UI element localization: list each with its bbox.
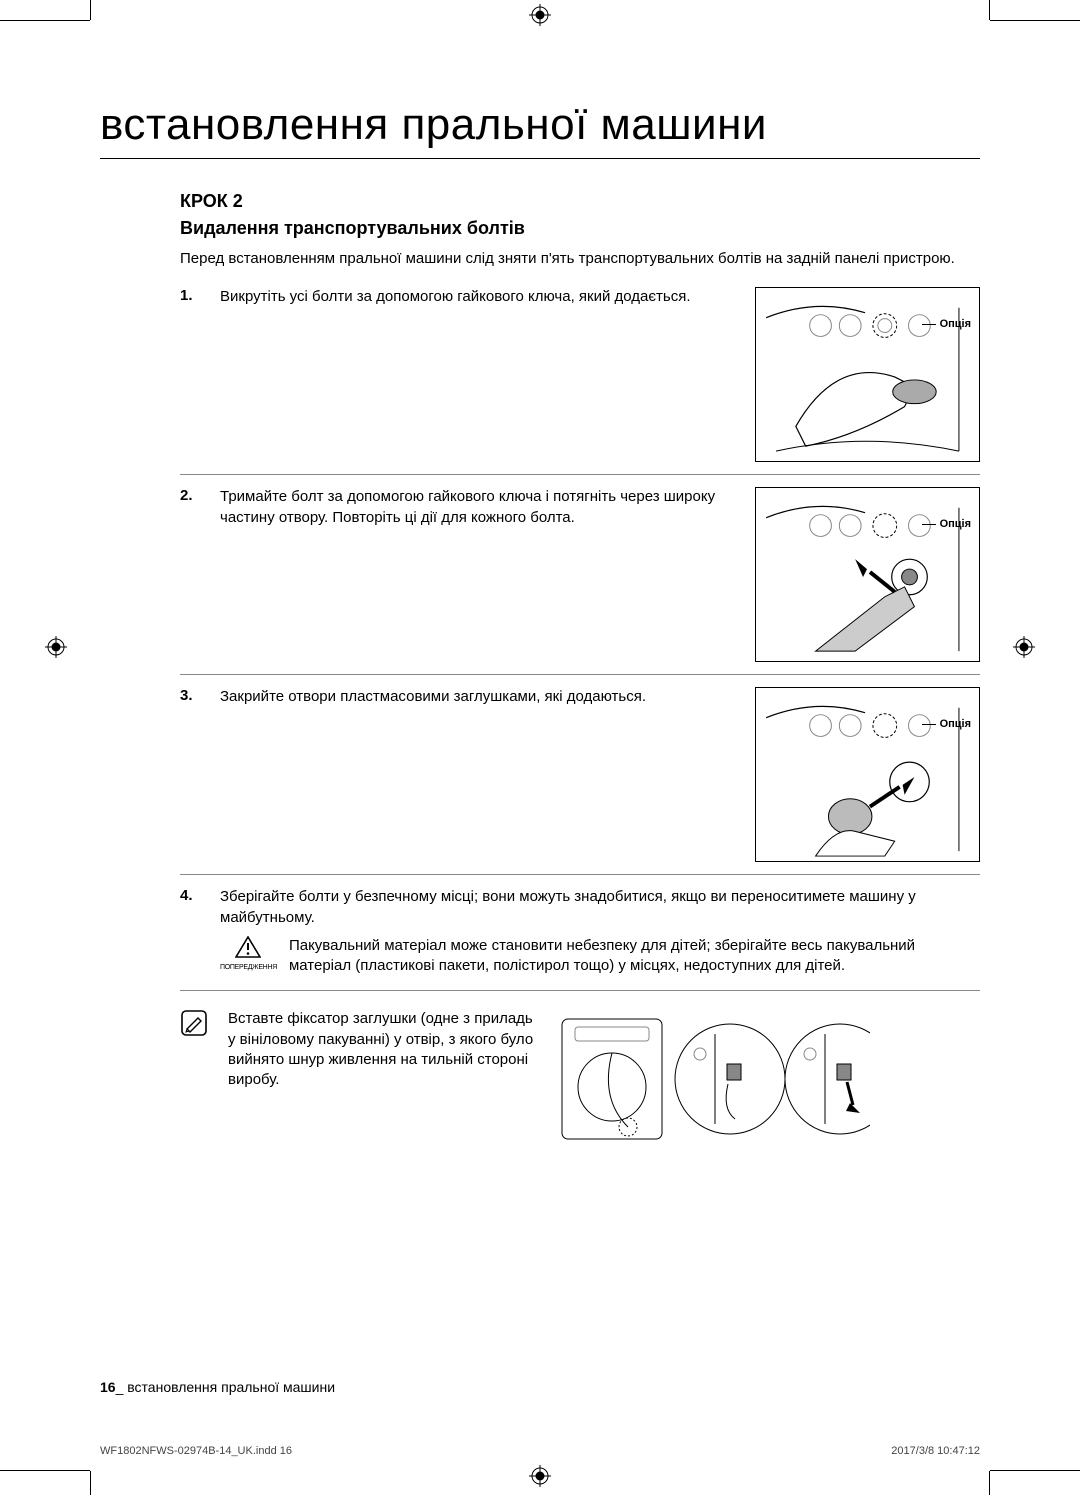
note-figure xyxy=(550,1009,870,1149)
warning-label: ПОПЕРЕДЖЕННЯ xyxy=(220,964,277,971)
crop-mark xyxy=(989,0,990,20)
step-row: 3. Закрийте отвори пластмасовими заглушк… xyxy=(180,687,980,875)
figure-label: Опція xyxy=(940,318,971,330)
intro-text: Перед встановленням пральної машини слід… xyxy=(180,249,980,269)
note-text: Вставте фіксатор заглушки (одне з прилад… xyxy=(228,1009,538,1149)
figure-label: Опція xyxy=(940,518,971,530)
registration-mark-icon xyxy=(529,1465,551,1487)
crop-mark xyxy=(90,0,91,20)
page-footer: 16_ встановлення пральної машини WF1802N… xyxy=(100,1379,980,1395)
step-text: Викрутіть усі болти за допомогою гайково… xyxy=(220,287,737,462)
page-title: встановлення пральної машини xyxy=(100,100,980,159)
crop-mark xyxy=(0,1470,90,1471)
step-figure: Опція xyxy=(755,687,980,862)
step-text: Закрийте отвори пластмасовими заглушками… xyxy=(220,687,737,862)
step-number: 2. xyxy=(180,487,202,662)
registration-mark-icon xyxy=(529,4,551,26)
step-text: Зберігайте болти у безпечному місці; вон… xyxy=(220,887,980,928)
step-number: 1. xyxy=(180,287,202,462)
note-icon xyxy=(180,1009,216,1149)
warning-text: Пакувальний матеріал може становити небе… xyxy=(289,936,980,977)
note-row: Вставте фіксатор заглушки (одне з прилад… xyxy=(180,1009,980,1149)
footer-separator: _ xyxy=(116,1379,128,1395)
step-figure: Опція xyxy=(755,487,980,662)
footer-timestamp: 2017/3/8 10:47:12 xyxy=(891,1445,980,1457)
registration-mark-icon xyxy=(1013,636,1035,658)
step-number: 4. xyxy=(180,887,202,976)
registration-mark-icon xyxy=(45,636,67,658)
crop-mark xyxy=(0,20,90,21)
footer-section: встановлення пральної машини xyxy=(127,1379,335,1395)
step-number: 3. xyxy=(180,687,202,862)
step-figure: Опція xyxy=(755,287,980,462)
step-label: КРОК 2 xyxy=(180,191,980,212)
step-text: Тримайте болт за допомогою гайкового клю… xyxy=(220,487,737,662)
crop-mark xyxy=(990,1470,1080,1471)
crop-mark xyxy=(990,20,1080,21)
figure-label: Опція xyxy=(940,718,971,730)
step-row: 2. Тримайте болт за допомогою гайкового … xyxy=(180,487,980,675)
step-heading: Видалення транспортувальних болтів xyxy=(180,218,980,239)
crop-mark xyxy=(90,1471,91,1495)
footer-indd: WF1802NFWS-02974B-14_UK.indd 16 xyxy=(100,1445,292,1457)
warning-icon: ПОПЕРЕДЖЕННЯ xyxy=(220,936,277,977)
page-number: 16 xyxy=(100,1379,116,1395)
crop-mark xyxy=(989,1471,990,1495)
step-row: 1. Викрутіть усі болти за допомогою гайк… xyxy=(180,287,980,475)
step-row: 4. Зберігайте болти у безпечному місці; … xyxy=(180,887,980,991)
